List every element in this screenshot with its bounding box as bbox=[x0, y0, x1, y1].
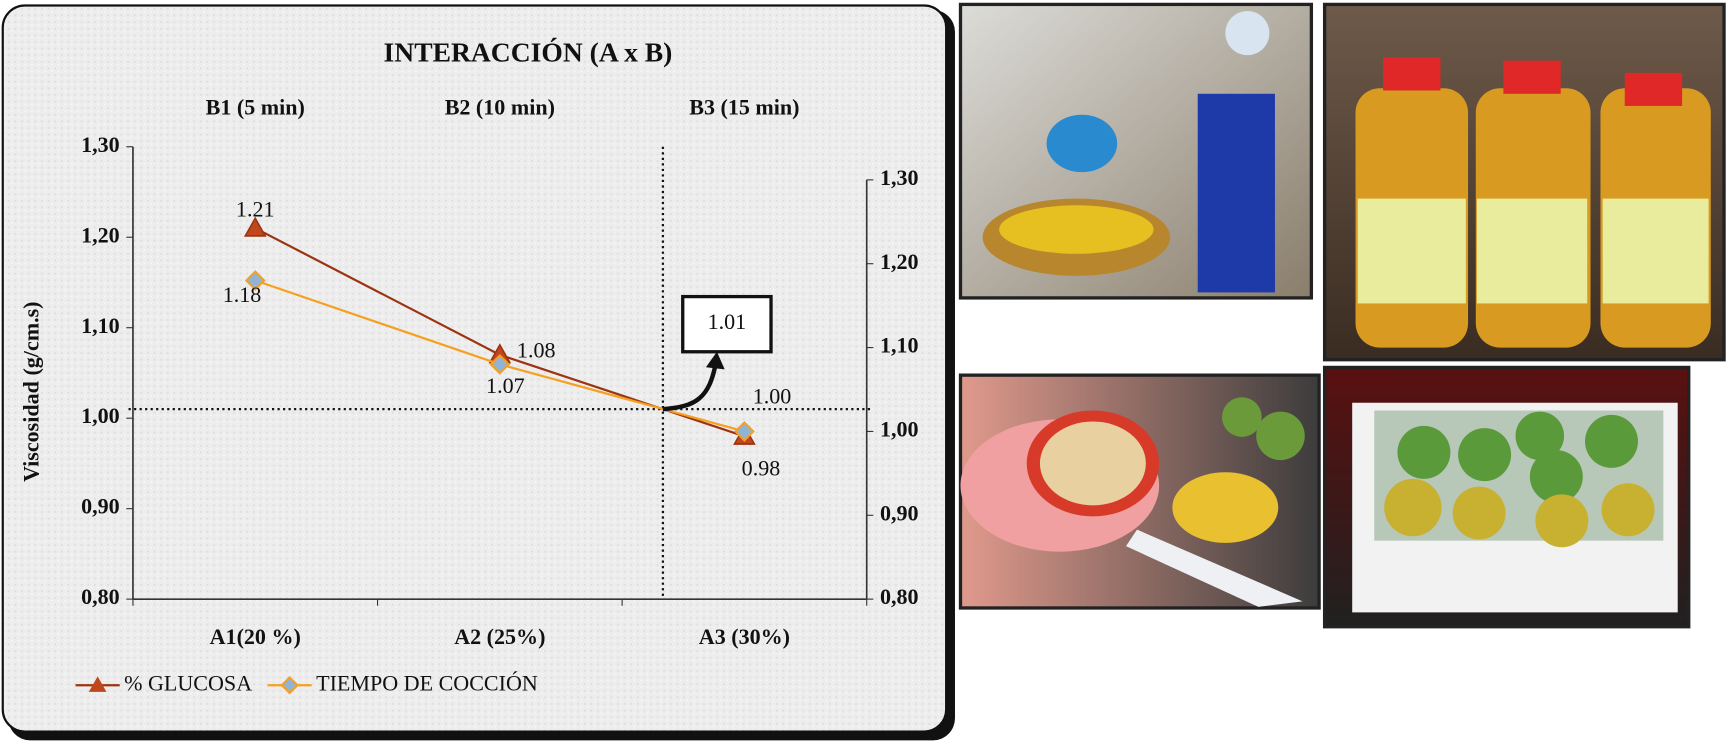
data-label: 1.00 bbox=[753, 383, 792, 408]
y2-tick-label: 1,20 bbox=[880, 249, 919, 274]
data-label: 0.98 bbox=[742, 456, 781, 481]
photo-fruit-box bbox=[1322, 365, 1691, 629]
data-label: 1.18 bbox=[223, 282, 262, 307]
y2-tick-label: 1,30 bbox=[880, 165, 919, 190]
y-tick-label: 1,20 bbox=[81, 222, 120, 247]
y-tick-label: 1,30 bbox=[81, 132, 120, 157]
annotation-arrowhead bbox=[705, 351, 725, 370]
marker-diamond bbox=[244, 270, 266, 291]
top-category-label: B3 (15 min) bbox=[689, 94, 799, 119]
marker-triangle bbox=[243, 216, 267, 237]
marker-diamond bbox=[489, 353, 511, 375]
y2-tick-label: 0,80 bbox=[880, 584, 919, 609]
top-category-label: B2 (10 min) bbox=[445, 94, 555, 119]
data-label: 1.21 bbox=[236, 197, 275, 222]
chart-panel bbox=[1, 4, 948, 733]
legend-marker bbox=[88, 676, 107, 692]
y2-tick-label: 1,00 bbox=[880, 416, 919, 441]
top-category-label: B1 (5 min) bbox=[206, 94, 305, 119]
legend-label: % GLUCOSA bbox=[124, 670, 252, 695]
y2-tick-label: 1,10 bbox=[880, 333, 919, 358]
annotation-label: 1.01 bbox=[708, 309, 747, 334]
legend-label: TIEMPO DE COCCIÓN bbox=[316, 669, 538, 695]
x-tick-label: A2 (25%) bbox=[454, 624, 545, 649]
y-tick-label: 0,80 bbox=[81, 584, 120, 609]
annotation-arrow bbox=[662, 362, 719, 412]
marker-diamond bbox=[734, 421, 755, 442]
data-label: 1.08 bbox=[517, 337, 556, 362]
annotation-box bbox=[681, 294, 773, 354]
chart-title: INTERACCIÓN (A x B) bbox=[384, 36, 673, 67]
photo-straining bbox=[958, 373, 1321, 610]
photo-bottles bbox=[1322, 2, 1726, 362]
y-tick-label: 1,00 bbox=[81, 403, 120, 428]
y-axis-title: Viscosidad (g/cm.s) bbox=[19, 301, 44, 481]
y-tick-label: 0,90 bbox=[81, 494, 120, 519]
y-tick-label: 1,10 bbox=[81, 313, 120, 338]
x-tick-label: A1(20 %) bbox=[210, 624, 301, 649]
x-tick-label: A3 (30%) bbox=[699, 624, 790, 649]
data-label: 1.07 bbox=[486, 373, 525, 398]
photo-cooking bbox=[958, 2, 1314, 300]
legend-marker bbox=[280, 675, 299, 695]
y2-tick-label: 0,90 bbox=[880, 500, 919, 525]
